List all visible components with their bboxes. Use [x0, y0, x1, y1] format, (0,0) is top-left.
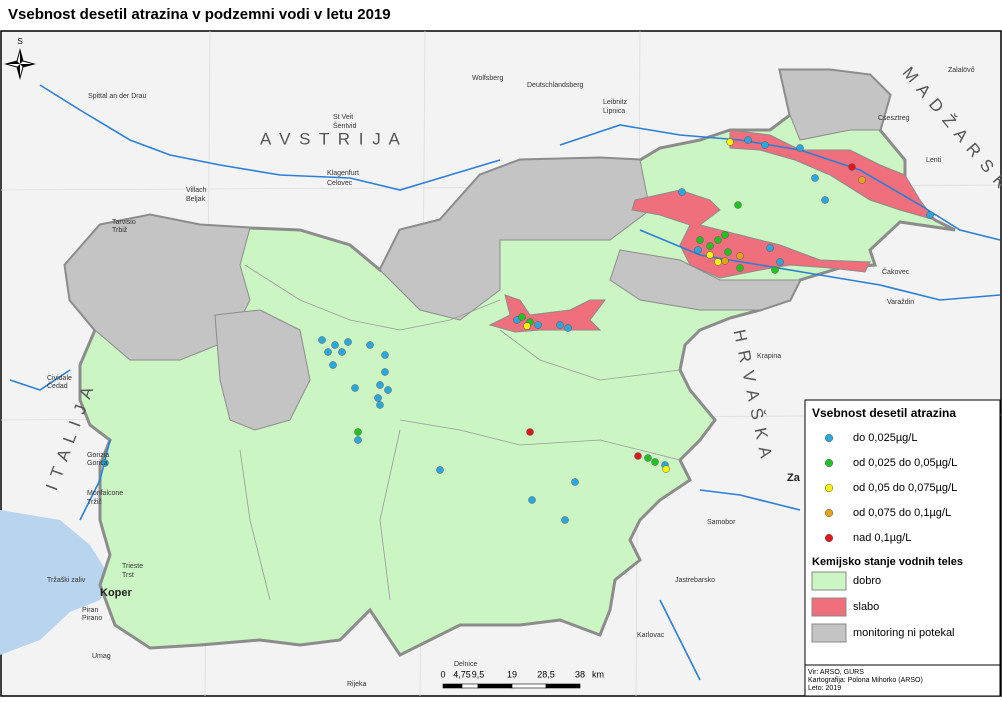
sea: [0, 510, 112, 655]
scale-label: 19: [507, 669, 517, 679]
place-label: Delnice: [454, 661, 477, 668]
credit-line: Kartografija: Polona Mihorko (ARSO): [808, 677, 923, 684]
map-frame: Spittal an der Drau Wolfsberg Deutschlands…: [0, 30, 1002, 697]
rivers: [9, 84, 1001, 681]
legend-label: dobro: [853, 575, 881, 587]
place-label: Csesztreg: [878, 115, 910, 122]
scale-segment: [511, 683, 547, 689]
legend: Vsebnost desetil atrazina Kemijsko stanj…: [804, 399, 1001, 666]
place-label: Spittal an der Drau: [88, 93, 146, 100]
legend-symbol: [824, 483, 834, 493]
place-label: Umag: [92, 653, 111, 660]
water-body-boundaries: [239, 264, 681, 601]
scale-label: 9,5: [472, 669, 485, 679]
sampling-points: [101, 136, 934, 524]
legend-label: slabo: [853, 601, 879, 613]
place-label: Lenti: [926, 157, 942, 164]
legend-label: od 0,05 do 0,075µg/L: [853, 482, 957, 494]
place-label: Tržaški zaliv: [47, 577, 86, 584]
legend-symbol: [824, 508, 834, 518]
place-label: Villach: [186, 187, 207, 194]
place-label: St Veit: [333, 114, 353, 121]
place-label: Trbiž: [112, 227, 128, 234]
place-label: Jastrebarsko: [675, 577, 715, 584]
legend-symbol: [824, 533, 834, 543]
place-label: Cividale: [47, 375, 72, 382]
place-label: Lipnica: [603, 108, 625, 115]
scale-unit: km: [592, 669, 604, 679]
place-label: Trst: [122, 572, 134, 579]
scale-label: 4,75: [453, 669, 471, 679]
place-label: Pirano: [82, 615, 102, 622]
legend-symbol: [811, 623, 847, 643]
credit-line: Leto: 2019: [808, 685, 841, 692]
place-label: Celovec: [327, 180, 353, 187]
place-label: Gorica: [87, 460, 108, 467]
place-label: Beljak: [186, 196, 206, 203]
place-label: Karlovac: [637, 632, 665, 639]
scale-label: 28,5: [537, 669, 555, 679]
place-label: Leibnitz: [603, 99, 628, 106]
north-label: S: [17, 37, 22, 46]
scale-bar: 0 4,75 9,5 19 28,5 38 km: [440, 669, 604, 689]
legend-label: do 0,025µg/L: [853, 432, 917, 444]
legend-symbol: [824, 433, 834, 443]
place-label: Zalalövő: [948, 67, 975, 74]
place-label: Piran: [82, 607, 98, 614]
place-label: Šentvid: [333, 121, 356, 130]
place-label: Čedad: [47, 381, 68, 390]
place-label: Monfalcone: [87, 490, 123, 497]
legend-title: Vsebnost desetil atrazina: [812, 406, 956, 420]
place-label: Varaždin: [887, 299, 914, 306]
place-labels: Spittal an der Drau Wolfsberg Deutschlands…: [47, 67, 975, 688]
place-label: Gorizia: [87, 452, 109, 459]
place-label: Trieste: [122, 563, 143, 570]
legend-symbol: [811, 597, 847, 617]
place-label: Čakovec: [882, 267, 910, 276]
place-label: Samobor: [707, 519, 736, 526]
place-label: Klagenfurt: [327, 170, 359, 177]
credits: Vir: ARSO, GURS Kartografija: Polona Mih…: [804, 664, 1001, 697]
legend-symbol: [811, 571, 847, 591]
credits-box: [804, 664, 1001, 697]
legend-label: od 0,075 do 0,1µg/L: [853, 507, 951, 519]
credit-line: Vir: ARSO, GURS: [808, 669, 864, 676]
place-label: Koper: [100, 587, 133, 599]
place-label: Za: [787, 472, 801, 484]
place-label: Tržič: [87, 499, 102, 506]
place-label: Rijeka: [347, 681, 367, 688]
place-label: Krapina: [757, 353, 781, 360]
country-label: A V S T R I J A: [260, 129, 402, 148]
no-monitoring-areas: [64, 69, 891, 431]
place-label: Wolfsberg: [472, 75, 503, 82]
scale-label: 38: [575, 669, 585, 679]
scale-segment: [442, 683, 463, 689]
scale-segment: [545, 683, 581, 689]
title: Vsebnost desetil atrazina v podzemni vod…: [8, 6, 391, 23]
scale-label: 0: [440, 669, 445, 679]
legend-label: monitoring ni potekal: [853, 627, 955, 639]
legend-symbol: [824, 458, 834, 468]
legend-label: od 0,025 do 0,05µg/L: [853, 457, 957, 469]
scale-segment: [477, 683, 513, 689]
place-label: Deutschlandsberg: [527, 82, 584, 89]
legend-title: Kemijsko stanje vodnih teles: [812, 556, 963, 568]
scale-segment: [461, 683, 479, 689]
north-arrow: S: [4, 37, 36, 80]
legend-box: [804, 399, 1001, 666]
legend-label: nad 0,1µg/L: [853, 532, 911, 544]
place-label: Tarvisio: [112, 219, 136, 226]
